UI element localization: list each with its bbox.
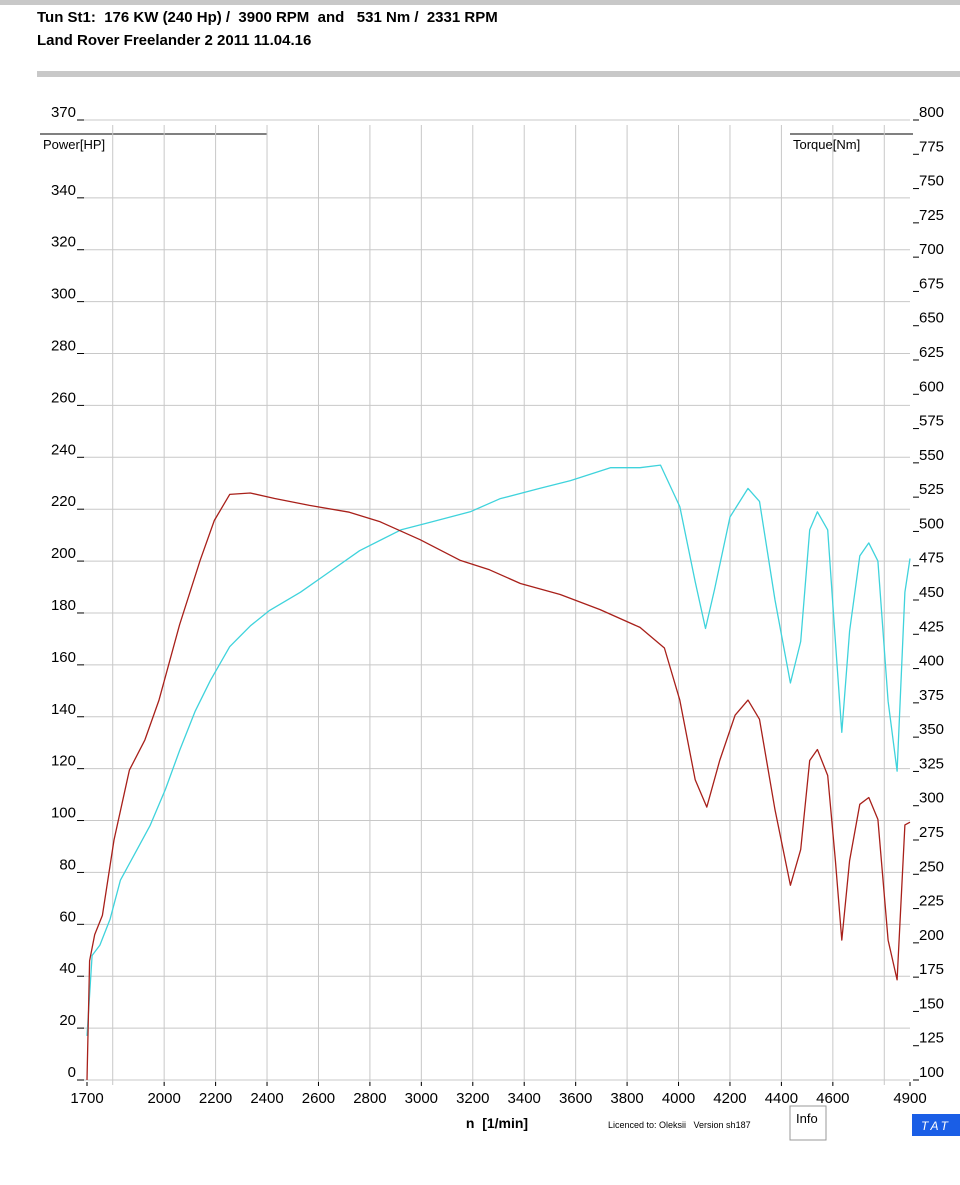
y-tick-label: 280 [51, 338, 76, 355]
separator-bar [37, 71, 960, 77]
x-tick-label: 4400 [765, 1090, 798, 1107]
y2-tick-label: 375 [919, 687, 944, 704]
x-tick-label: 3000 [405, 1090, 438, 1107]
y2-tick-label: 300 [919, 790, 944, 807]
y2-tick-label: 800 [919, 104, 944, 121]
x-axis-label: n [1/min] [466, 1115, 528, 1131]
info-button[interactable] [789, 1105, 827, 1141]
y2-tick-label: 200 [919, 927, 944, 944]
y2-tick-label: 425 [919, 618, 944, 635]
y2-tick-label: 325 [919, 755, 944, 772]
y-tick-label: 260 [51, 389, 76, 406]
y2-tick-label: 175 [919, 961, 944, 978]
y-tick-label: 340 [51, 182, 76, 199]
x-tick-label: 4200 [713, 1090, 746, 1107]
x-tick-label: 2000 [147, 1090, 180, 1107]
y-tick-label: 60 [59, 908, 76, 925]
y2-tick-label: 575 [919, 413, 944, 430]
info-label[interactable]: Info [796, 1111, 818, 1126]
licence: Licenced to: Oleksii Version sh187 [608, 1120, 751, 1130]
y-tick-label: 240 [51, 441, 76, 458]
y2-tick-label: 400 [919, 653, 944, 670]
y2-tick-label: 600 [919, 378, 944, 395]
y2-tick-label: 525 [919, 481, 944, 498]
y-tick-label: 100 [51, 805, 76, 822]
y2-tick-label: 500 [919, 515, 944, 532]
y2-tick-label: 550 [919, 447, 944, 464]
top-bar [0, 0, 960, 5]
y-tick-label: 370 [51, 104, 76, 121]
x-tick-label: 2200 [199, 1090, 232, 1107]
y-axis-label: Power[HP] [43, 137, 105, 152]
logo: TAT [921, 1119, 951, 1133]
x-tick-label: 3800 [610, 1090, 643, 1107]
x-tick-label: 4900 [893, 1090, 926, 1107]
y2-tick-label: 100 [919, 1064, 944, 1081]
x-tick-label: 2600 [302, 1090, 335, 1107]
y2-tick-label: 125 [919, 1030, 944, 1047]
y-tick-label: 120 [51, 753, 76, 770]
y-tick-label: 200 [51, 545, 76, 562]
y2-tick-label: 625 [919, 344, 944, 361]
y2-tick-label: 150 [919, 995, 944, 1012]
x-tick-label: 3200 [456, 1090, 489, 1107]
y-tick-label: 160 [51, 649, 76, 666]
y-tick-label: 20 [59, 1012, 76, 1029]
subtitle: Land Rover Freelander 2 2011 11.04.16 [37, 32, 311, 49]
x-tick-label: 4600 [816, 1090, 849, 1107]
y2-tick-label: 725 [919, 207, 944, 224]
y2-tick-label: 750 [919, 173, 944, 190]
y2-tick-label: 225 [919, 893, 944, 910]
y-tick-label: 140 [51, 701, 76, 718]
y-tick-label: 0 [68, 1064, 76, 1081]
y2-tick-label: 450 [919, 584, 944, 601]
y-tick-label: 220 [51, 493, 76, 510]
x-tick-label: 1700 [70, 1090, 103, 1107]
series-line [86, 492, 911, 1081]
x-tick-label: 3400 [508, 1090, 541, 1107]
y-tick-label: 180 [51, 597, 76, 614]
y2-tick-label: 700 [919, 241, 944, 258]
y2-tick-label: 275 [919, 824, 944, 841]
y2-tick-label: 675 [919, 275, 944, 292]
y2-tick-label: 350 [919, 721, 944, 738]
series-line [86, 464, 911, 1036]
y-tick-label: 320 [51, 234, 76, 251]
y-tick-label: 300 [51, 286, 76, 303]
y2-tick-label: 775 [919, 138, 944, 155]
x-tick-label: 3600 [559, 1090, 592, 1107]
y2-tick-label: 650 [919, 310, 944, 327]
y-tick-label: 40 [59, 960, 76, 977]
logo-box [912, 1114, 960, 1136]
x-tick-label: 2400 [250, 1090, 283, 1107]
x-tick-label: 4000 [662, 1090, 695, 1107]
y2-axis-label: Torque[Nm] [793, 137, 860, 152]
y-tick-label: 80 [59, 856, 76, 873]
y2-tick-label: 250 [919, 858, 944, 875]
title: Tun St1: 176 KW (240 Hp) / 3900 RPM and … [37, 9, 498, 26]
y2-tick-label: 475 [919, 550, 944, 567]
x-tick-label: 2800 [353, 1090, 386, 1107]
